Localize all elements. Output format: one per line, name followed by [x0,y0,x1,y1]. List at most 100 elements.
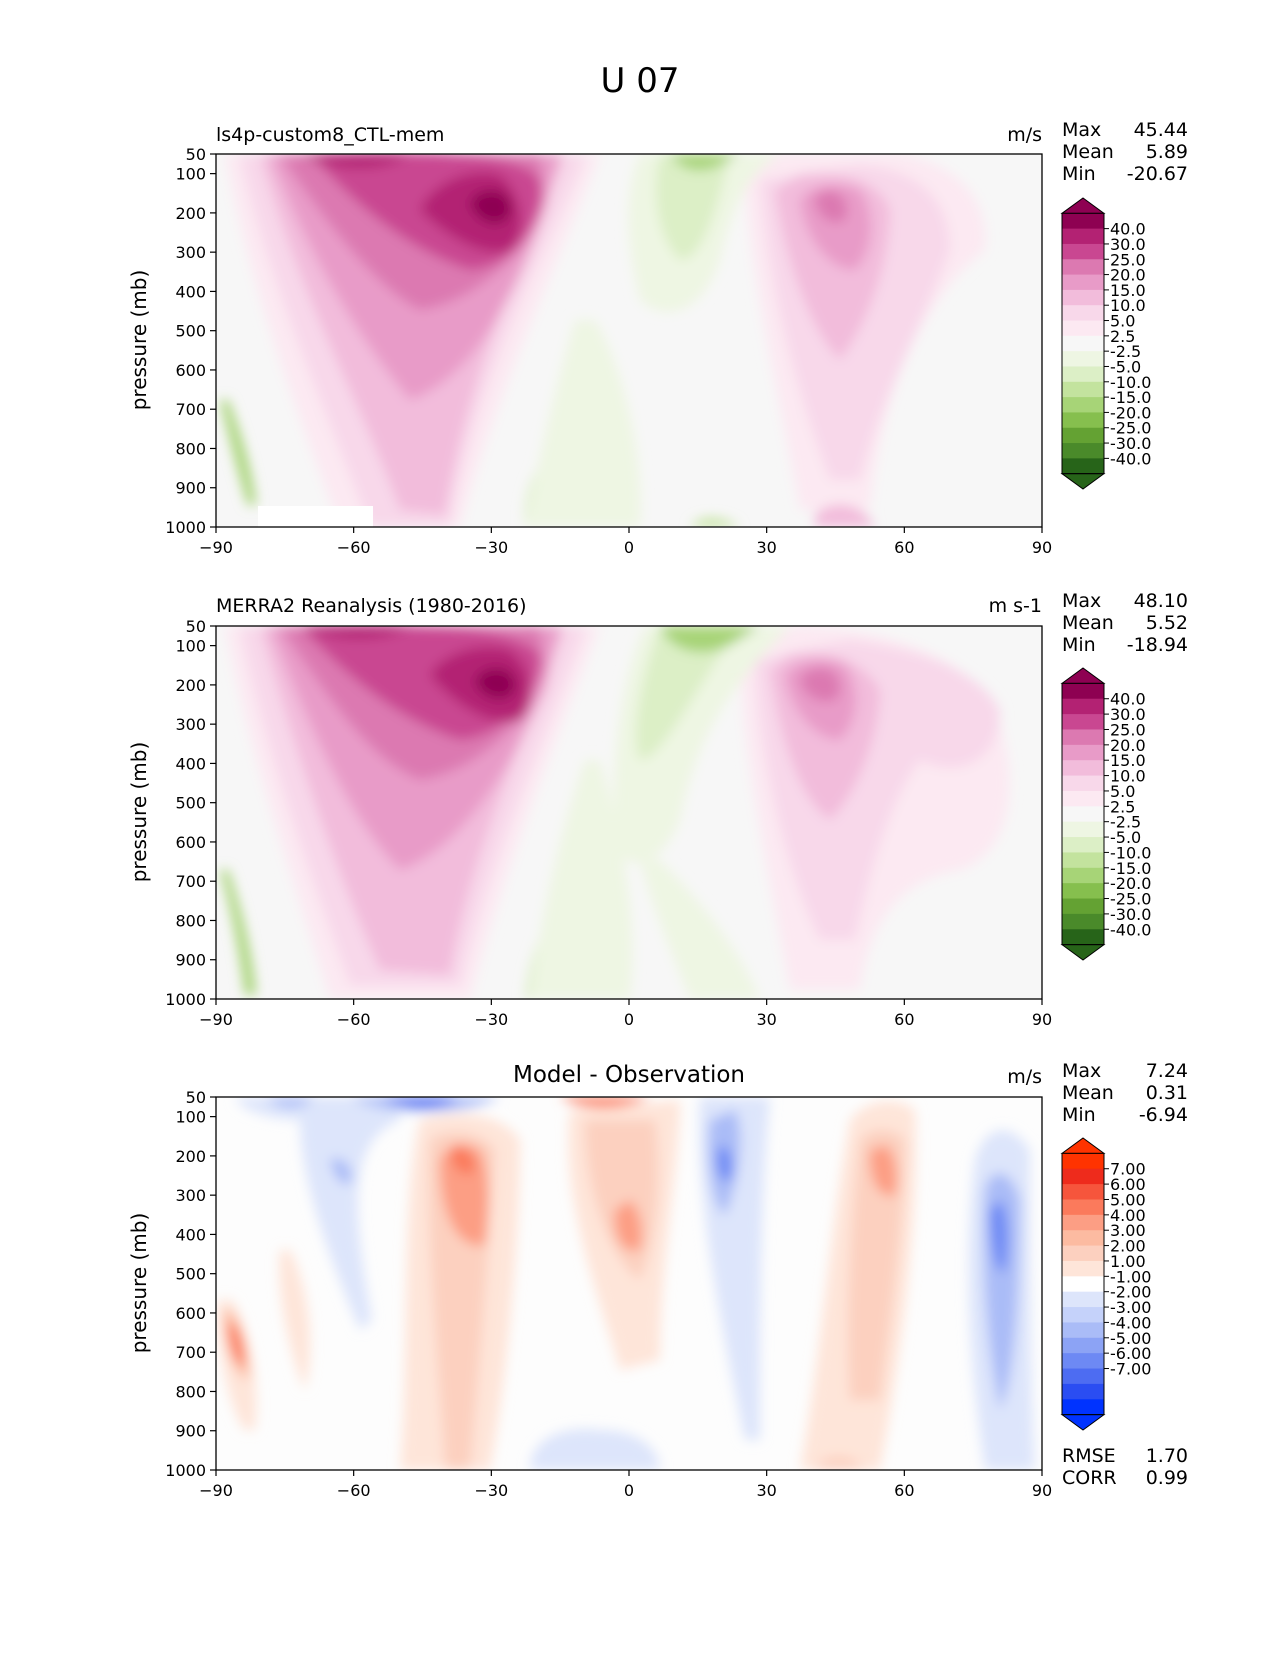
colorbar-tick-label: -2.5 [1110,813,1141,832]
colorbar-swatch [1062,1214,1104,1231]
colorbar-tick-label: -2.5 [1110,342,1141,361]
colorbar-swatch [1062,366,1104,383]
x-tick-label: −60 [337,1481,371,1500]
y-tick-label: 700 [175,872,206,891]
y-tick-label: 900 [175,1422,206,1441]
stat-max-label: Max [1062,119,1101,141]
x-tick-label: −30 [474,1481,508,1500]
contour-field [216,1097,1042,1470]
y-tick-label: 500 [175,794,206,813]
colorbar-frame [1061,212,1105,475]
colorbar-swatch [1062,1399,1104,1416]
y-tick-label: 600 [175,361,206,380]
colorbar-swatch [1062,289,1104,306]
y-tick-label: 700 [175,400,206,419]
y-tick-label: 300 [175,243,206,262]
colorbar-tick-label: -10.0 [1110,843,1151,862]
stat-min-value: -20.67 [1127,163,1188,185]
y-tick-label: 50 [186,617,206,636]
stat-corr-value: 0.99 [1146,1467,1188,1489]
colorbar-swatch [1062,1245,1104,1262]
units-label: m s-1 [989,595,1042,617]
colorbar-swatch [1062,305,1104,322]
colorbar-tick-label: 25.0 [1110,250,1146,269]
colorbar-extend-min [1060,473,1106,490]
y-axis-label: pressure (mb) [127,742,151,883]
x-tick-label: 60 [894,1010,914,1029]
stats-box: Max 48.10 Mean 5.52 Min -18.94 [1062,590,1188,656]
colorbar-swatch [1062,852,1104,869]
colorbar-tick-label: 10.0 [1110,296,1146,315]
colorbar-swatch [1062,929,1104,946]
y-tick-label: 900 [175,479,206,498]
colorbar-swatch [1062,867,1104,884]
colorbar-swatch [1062,320,1104,337]
y-tick-label: 600 [175,1304,206,1323]
stat-max-value: 7.24 [1146,1060,1188,1082]
stat-min-label: Min [1062,1104,1096,1126]
colorbar-extend-max [1060,667,1106,684]
panel-title: MERRA2 Reanalysis (1980-2016) [216,595,527,617]
colorbar-tick-label: 40.0 [1110,220,1146,239]
colorbar-tick-label: 1.00 [1110,1252,1146,1271]
colorbar-tick-label: 4.00 [1110,1206,1146,1225]
colorbar-swatch [1062,821,1104,838]
colorbar-tick-label: 30.0 [1110,705,1146,724]
colorbar-swatch [1062,744,1104,761]
panel-observation: MERRA2 Reanalysis (1980-2016) m s-1 [127,590,1188,1029]
y-axis-label: pressure (mb) [127,270,151,411]
colorbar-swatch [1062,1307,1104,1323]
colorbar-tick-label: -20.0 [1110,874,1151,893]
colorbar-tick-label: -5.0 [1110,357,1141,376]
x-tick-label: 30 [756,1010,776,1029]
panel-title: ls4p-custom8_CTL-mem [216,124,444,146]
colorbar-tick-label: -5.0 [1110,828,1141,847]
colorbar-tick-label: 40.0 [1110,690,1146,709]
colorbar-swatch [1062,397,1104,413]
colorbar-swatch [1062,243,1104,260]
y-tick-label: 800 [175,439,206,458]
colorbar-tick-label: 5.0 [1110,312,1135,331]
colorbar-tick-label: -25.0 [1110,890,1151,909]
y-tick-label: 800 [175,1382,206,1401]
colorbar-tick-label: -3.00 [1110,1298,1151,1317]
y-tick-label: 400 [175,282,206,301]
y-tick-label: 200 [175,676,206,695]
colorbar-tick-label: 2.5 [1110,327,1135,346]
units-label: m/s [1007,124,1042,146]
colorbar-tick-label: 25.0 [1110,720,1146,739]
stat-min-value: -18.94 [1127,634,1188,656]
y-tick-label: 800 [175,911,206,930]
colorbar-tick-label: 5.0 [1110,782,1135,801]
colorbar-swatch [1062,1168,1104,1185]
colorbar: 40.030.025.020.015.010.05.02.5-2.5-5.0-1… [1060,197,1151,490]
y-tick-label: 100 [175,165,206,184]
colorbar-swatch [1062,1153,1104,1170]
colorbar-tick-label: -4.00 [1110,1313,1151,1332]
colorbar-tick-label: 2.00 [1110,1237,1146,1256]
colorbar-swatch [1062,335,1104,352]
colorbar-swatch [1062,1184,1104,1200]
x-tick-label: −30 [474,538,508,557]
x-tick-label: 30 [756,1481,776,1500]
colorbar-swatch [1062,1322,1104,1339]
colorbar-tick-label: -30.0 [1110,905,1151,924]
colorbar-frame [1061,1152,1105,1416]
colorbar-swatch [1062,1353,1104,1370]
y-tick-label: 400 [175,1225,206,1244]
colorbar-tick-label: -40.0 [1110,449,1151,468]
x-tick-label: −90 [199,1010,233,1029]
figure-title: U 07 [601,61,680,101]
colorbar-frame [1061,682,1105,946]
y-tick-label: 50 [186,145,206,164]
colorbar-swatch [1062,1199,1104,1216]
colorbar-extend-min [1060,1414,1106,1431]
colorbar-swatch [1062,1383,1104,1400]
colorbar-swatch [1062,259,1104,276]
colorbar-extend-min [1060,944,1106,961]
colorbar-swatch [1062,381,1104,398]
stat-mean-value: 5.89 [1146,141,1188,163]
colorbar-swatch [1062,1260,1104,1277]
colorbar-swatch [1062,714,1104,730]
